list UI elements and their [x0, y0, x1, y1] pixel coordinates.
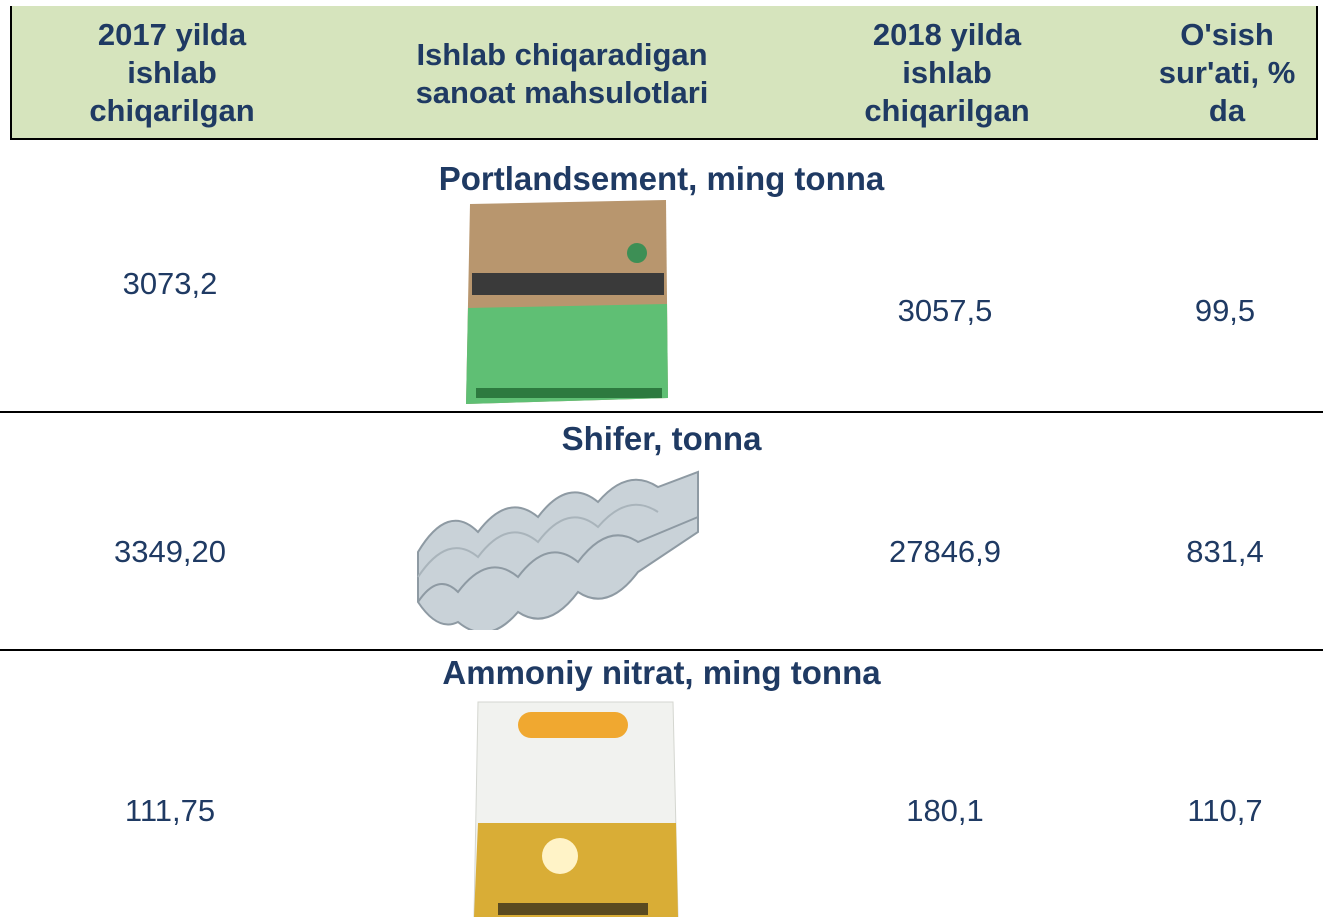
- separator: [0, 649, 1323, 651]
- separator: [0, 411, 1323, 413]
- header-line: da: [1208, 93, 1246, 128]
- header-line: sanoat mahsulotlari: [415, 75, 709, 110]
- value-2017: 111,75: [124, 793, 216, 828]
- row-title: Portlandsement, ming tonna: [438, 160, 885, 197]
- value-2017: 3073,2: [122, 266, 218, 301]
- growth: 831,4: [1186, 534, 1264, 569]
- value-2018: 3057,5: [897, 293, 993, 328]
- value-2017: 3349,20: [113, 534, 227, 569]
- header-line: 2018 yilda: [872, 17, 1022, 52]
- row-title: Shifer, tonna: [561, 420, 762, 457]
- header-cell: O'sish sur'ati, % da: [1132, 16, 1322, 130]
- header-cell: Ishlab chiqaradigan sanoat mahsulotlari: [352, 36, 772, 112]
- header-line: chiqarilgan: [864, 93, 1030, 128]
- cement-bag: [466, 200, 668, 404]
- header-row: 2017 yilda ishlab chiqarilgan Ishlab chi…: [10, 6, 1318, 140]
- header-line: ishlab: [127, 55, 217, 90]
- value-2018: 27846,9: [888, 534, 1002, 569]
- header-line: Ishlab chiqaradigan: [416, 37, 708, 72]
- header-cell: 2018 yilda ishlab chiqarilgan: [837, 16, 1057, 130]
- header-cell: 2017 yilda ishlab chiqarilgan: [62, 16, 282, 130]
- row-title: Ammoniy nitrat, ming tonna: [442, 654, 881, 691]
- header-line: ishlab: [902, 55, 992, 90]
- value-2018: 180,1: [906, 793, 984, 828]
- growth: 110,7: [1187, 793, 1263, 828]
- header-line: O'sish: [1180, 17, 1274, 52]
- header-line: chiqarilgan: [89, 93, 255, 128]
- fertilizer-bag: [473, 701, 679, 917]
- growth: 99,5: [1194, 293, 1256, 328]
- slate-sheets: [417, 470, 699, 630]
- header-line: 2017 yilda: [97, 17, 247, 52]
- header-line: sur'ati, %: [1158, 55, 1296, 90]
